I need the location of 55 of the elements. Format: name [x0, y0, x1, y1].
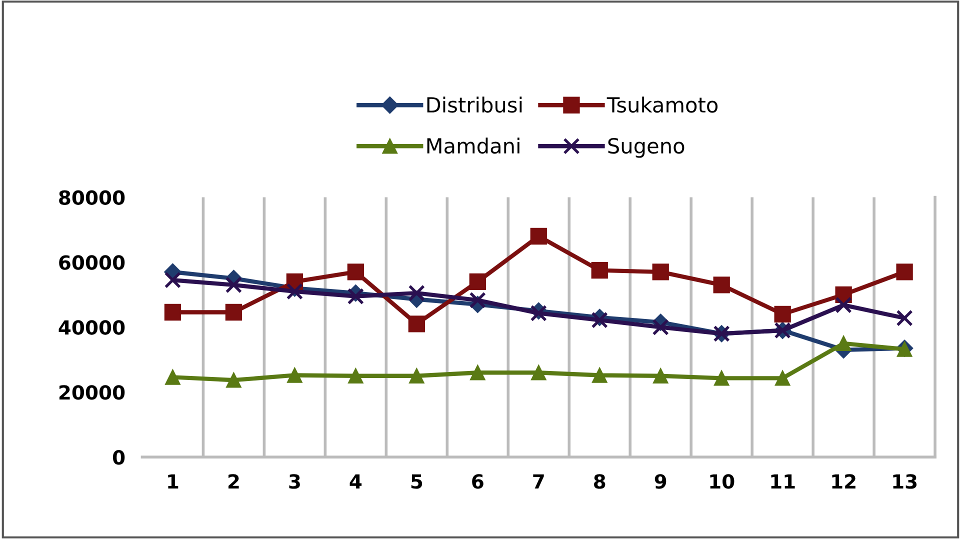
point — [591, 312, 608, 328]
point — [347, 264, 364, 280]
point — [469, 292, 486, 309]
point — [530, 228, 547, 245]
x-tick-label: 12 — [832, 474, 856, 489]
x-tick-label: 4 — [350, 474, 362, 489]
point — [225, 304, 242, 321]
point — [347, 288, 364, 305]
y-tick-label: 40000 — [58, 320, 125, 335]
x-tick-label: 6 — [472, 474, 484, 489]
point — [470, 365, 486, 380]
point — [225, 276, 242, 294]
x-tick-label: 13 — [893, 474, 917, 489]
legend-label: Tsukamoto — [606, 96, 718, 113]
y-tick-label: 60000 — [59, 255, 125, 270]
y-tick-label: 80000 — [59, 190, 125, 205]
point — [713, 276, 730, 294]
x-tick-label: 5 — [411, 474, 422, 489]
x-tick-label: 7 — [533, 474, 544, 489]
point — [592, 368, 608, 383]
x-tick-label: 2 — [228, 474, 239, 489]
legend-label: Distribusi — [427, 96, 522, 113]
x-tick-label: 3 — [289, 474, 300, 489]
point — [287, 368, 302, 383]
point — [469, 273, 486, 290]
point — [164, 304, 182, 321]
x-tick-label: 1 — [168, 474, 178, 489]
point — [348, 368, 364, 384]
point — [409, 368, 424, 384]
point — [531, 365, 546, 380]
legend-label: Sugeno — [608, 138, 684, 158]
point — [774, 370, 790, 386]
x-tick-label: 10 — [710, 474, 734, 489]
point — [836, 336, 852, 352]
y-tick-label: 0 — [112, 450, 125, 465]
point — [835, 296, 852, 314]
point — [652, 318, 669, 336]
x-tick-label: 9 — [654, 474, 666, 489]
point — [408, 284, 426, 302]
x-tick-label: 8 — [594, 474, 606, 489]
point — [896, 310, 913, 326]
point — [164, 272, 182, 288]
point — [408, 316, 425, 332]
point — [774, 306, 791, 323]
point — [591, 262, 608, 279]
y-tick-label: 20000 — [59, 385, 125, 400]
point — [652, 264, 669, 280]
legend-label: Mamdani — [427, 138, 520, 154]
point — [226, 372, 242, 388]
point — [286, 283, 304, 300]
point — [896, 264, 913, 280]
point — [165, 370, 180, 385]
point — [652, 368, 668, 384]
point — [714, 370, 730, 386]
x-tick-label: 11 — [771, 474, 795, 489]
